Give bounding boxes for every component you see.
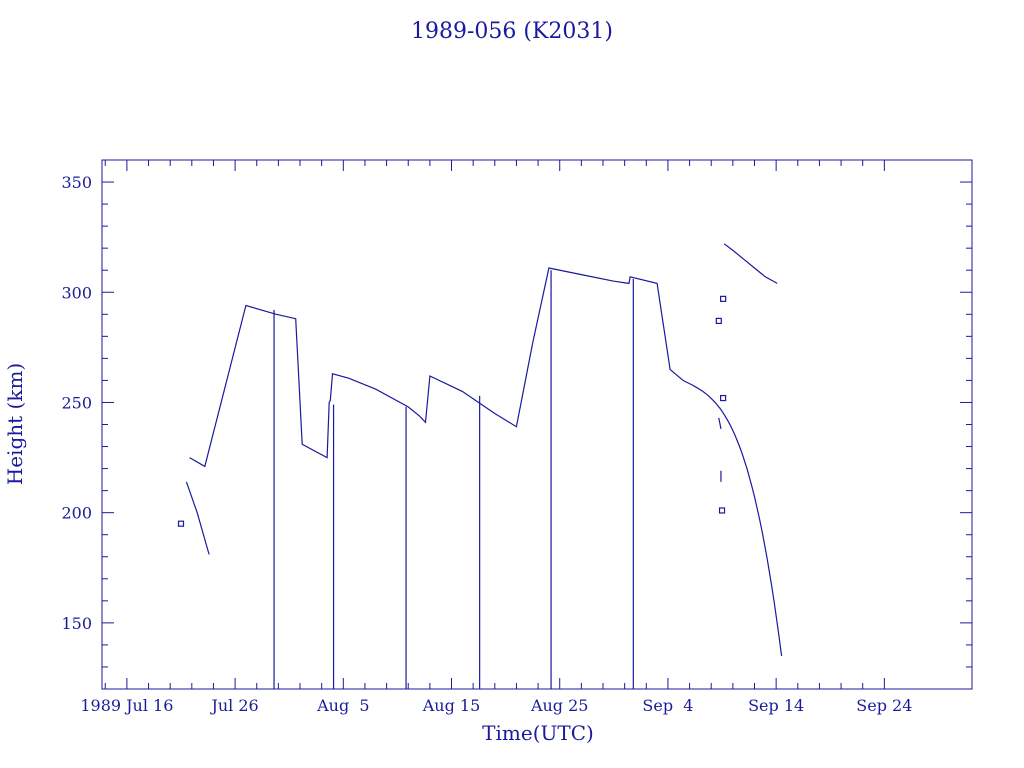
x-tick-label: Aug 15 (422, 696, 481, 715)
series-layer (177, 243, 783, 689)
x-tick-label: Aug 25 (530, 696, 589, 715)
x-tick-label: Sep 24 (856, 696, 912, 715)
y-axis-title: Height (km) (3, 363, 27, 485)
data-point-marker (715, 317, 722, 325)
y-tick-label: 250 (61, 393, 92, 412)
data-point-marker (177, 520, 185, 527)
axis-ticks: 1989 Jul 16 Jul 26 Aug 5 Aug 15 Aug 25 Sep 4 S… (61, 159, 972, 715)
x-tick-label: Jul 26 (209, 696, 258, 715)
y-tick-label: 150 (61, 614, 92, 633)
data-point-marker (720, 394, 727, 402)
dash-segment (718, 417, 722, 430)
y-tick-label: 300 (61, 283, 92, 302)
data-point-marker (718, 507, 726, 514)
y-tick-label: 200 (61, 504, 92, 523)
plot-frame (101, 159, 973, 690)
y-tick-label: 350 (61, 173, 92, 192)
data-point-marker (720, 295, 727, 302)
x-tick-label: Sep 14 (748, 696, 804, 715)
x-axis-title: Time(UTC) (482, 721, 594, 745)
x-tick-label: Aug 5 (316, 696, 369, 715)
height-series-2 (185, 481, 210, 555)
x-tick-label: Sep 4 (642, 696, 693, 715)
decay-curve (682, 379, 783, 656)
chart-title: 1989-056 (K2031) (411, 19, 613, 44)
x-tick-label: 1989 Jul 16 (80, 696, 173, 715)
height-series-1 (189, 267, 684, 468)
height-series-3 (723, 243, 778, 284)
